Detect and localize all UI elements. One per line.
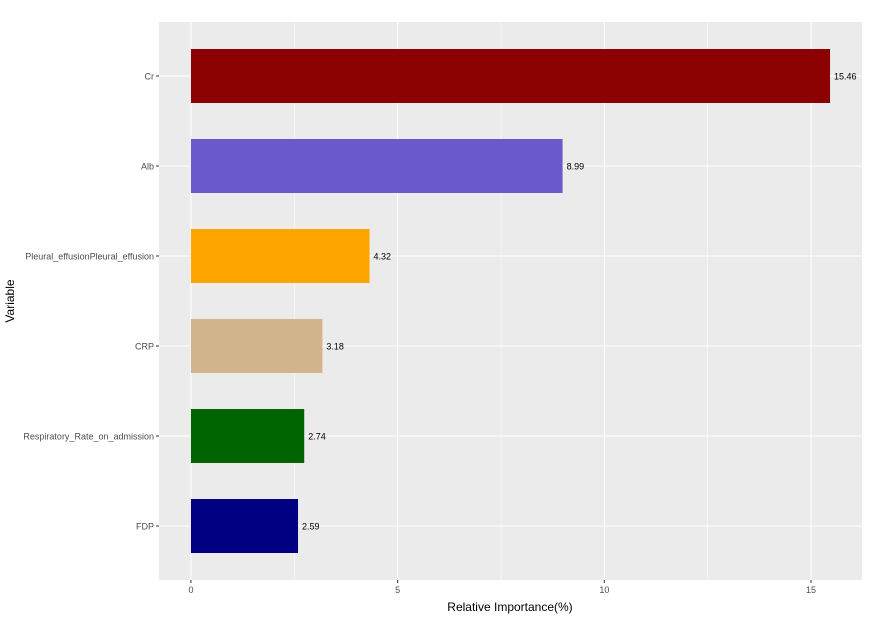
x-tick-label: 10 bbox=[599, 585, 609, 595]
x-axis-title: Relative Importance(%) bbox=[447, 600, 572, 614]
y-tick-label: Respiratory_Rate_on_admission bbox=[23, 432, 154, 442]
data-label: 3.18 bbox=[326, 342, 344, 352]
data-label: 15.46 bbox=[834, 72, 857, 82]
data-label: 2.74 bbox=[308, 432, 326, 442]
y-tick-label: Alb bbox=[141, 162, 154, 172]
x-axis: 0 5 10 15 bbox=[188, 580, 816, 595]
bar-Alb bbox=[190, 139, 563, 193]
plot-panel bbox=[159, 22, 862, 580]
y-axis-title: Variable bbox=[3, 279, 17, 322]
x-tick-label: 15 bbox=[806, 585, 816, 595]
y-axis: Cr Alb Pleural_effusionPleural_effusion CRP… bbox=[23, 72, 159, 532]
y-tick-label: FDP bbox=[136, 522, 154, 532]
bar-FDP bbox=[190, 499, 299, 553]
data-label: 8.99 bbox=[567, 162, 585, 172]
data-label: 2.59 bbox=[302, 522, 320, 532]
bar-Respiratory_Rate_on_admission bbox=[190, 409, 305, 463]
bar-Cr bbox=[190, 49, 831, 103]
x-tick-label: 5 bbox=[395, 585, 400, 595]
y-tick-label: Pleural_effusionPleural_effusion bbox=[25, 252, 154, 262]
x-tick-label: 0 bbox=[188, 585, 193, 595]
bars bbox=[190, 49, 831, 553]
y-tick-label: CRP bbox=[135, 342, 154, 352]
bar-CRP bbox=[190, 319, 323, 373]
bar-Pleural_effusionPleural_effusion bbox=[190, 229, 370, 283]
data-label: 4.32 bbox=[374, 252, 392, 262]
y-tick-label: Cr bbox=[145, 72, 155, 82]
data-labels: 15.46 8.99 4.32 3.18 2.74 2.59 bbox=[302, 72, 857, 532]
